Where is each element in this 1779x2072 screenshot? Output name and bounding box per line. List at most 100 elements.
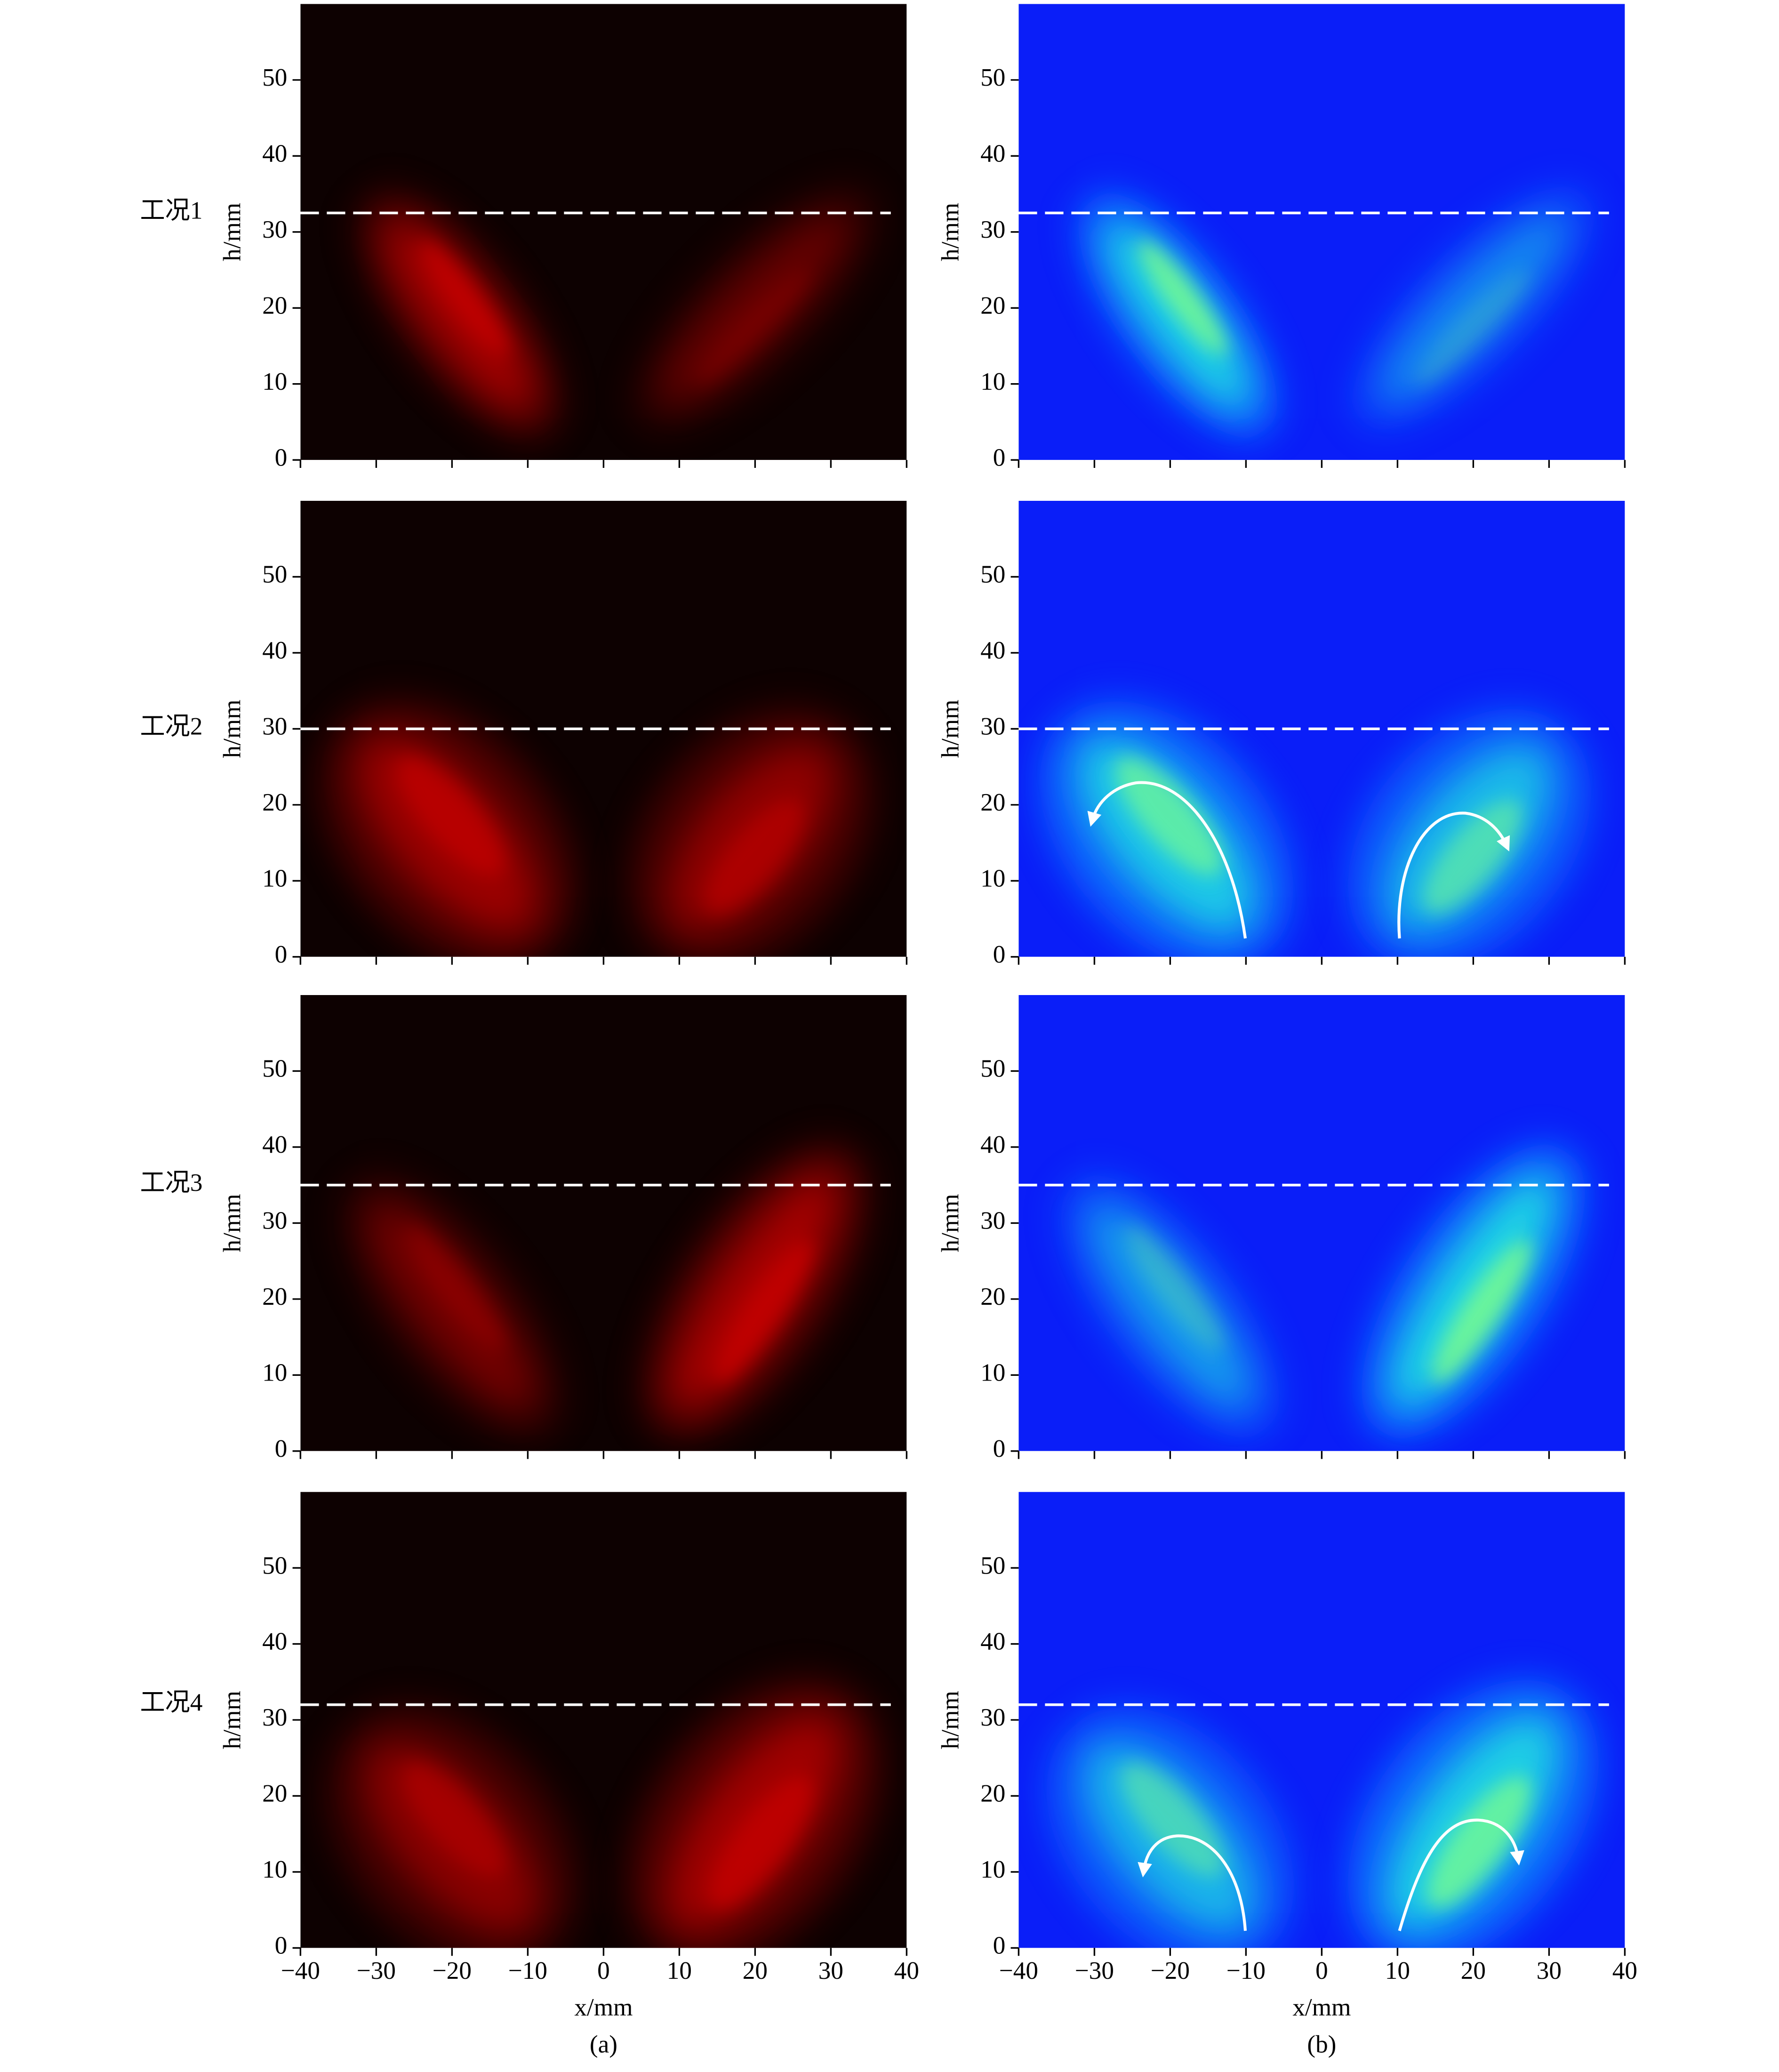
x-tick-label: 20 [1461,1957,1486,1984]
plume-core [420,240,509,356]
y-tick-label: 20 [262,788,287,816]
flow-arrows [1087,781,1524,1931]
plume-core [697,270,813,387]
x-tick-label: 40 [894,1957,919,1984]
row-label: 工况2 [140,713,203,740]
y-tick-label: 10 [262,368,287,395]
plume-core [709,1776,813,1908]
y-tick-label: 50 [980,561,1005,588]
plume-core [713,1239,814,1384]
y-tick-label: 30 [262,216,287,243]
y-tick-label: 50 [262,561,287,588]
x-tick-label: 10 [1385,1957,1410,1984]
plume-core [1126,1225,1225,1350]
plume-core [408,1225,507,1350]
y-tick-label: 0 [275,1932,288,1960]
y-tick-label: 40 [262,140,287,168]
y-tick-label: 0 [993,443,1006,471]
y-axis-label: h/mm [937,203,964,261]
panel: 0 10 20 30 40 50 −40 −30 −20 −10 0 10 20 30 40 h/mm x/mm… [937,1492,1637,2058]
flow-arrow [1397,811,1510,939]
y-tick-label: 20 [980,1780,1005,1807]
plume-core [1427,1776,1531,1908]
y-axis-label: h/mm [218,699,246,758]
y-tick-label: 40 [980,1628,1005,1655]
image-field [300,501,907,957]
x-tick-label: 10 [667,1957,692,1984]
image-field [1018,4,1625,460]
image-field [1018,501,1625,957]
x-tick-label: −20 [1151,1957,1190,1984]
y-tick-label: 30 [262,713,287,740]
y-tick-label: 50 [262,64,287,91]
y-tick-label: 0 [275,1435,288,1462]
y-tick-label: 10 [262,1855,287,1883]
x-tick-label: −10 [508,1957,547,1984]
panel: 0 10 20 30 40 50 h/mm [937,4,1626,471]
x-tick-label: −40 [999,1957,1038,1984]
y-tick-label: 20 [980,291,1005,319]
panel: 0 10 20 30 40 50 h/mm [937,501,1626,968]
y-tick-label: 30 [980,1703,1005,1731]
x-tick-label: −30 [357,1957,396,1984]
x-tick-label: −30 [1075,1957,1114,1984]
flow-arrow [1087,781,1247,939]
y-axis-label: h/mm [937,1194,964,1252]
y-tick-label: 20 [980,788,1005,816]
panel-caption: (a) [590,2031,617,2058]
y-axis-label: h/mm [218,1691,246,1749]
y-tick-label: 30 [980,1207,1005,1235]
y-tick-label: 50 [262,1551,287,1579]
image-field [1018,1492,1625,1948]
panel-caption: (b) [1307,2031,1336,2058]
x-tick-label: 30 [1537,1957,1562,1984]
image-field [1018,995,1625,1451]
panel: 0 10 20 30 40 50 −40 −30 −20 −10 0 10 20 30 40 h/mm 工况4 x… [140,1492,919,2058]
x-tick-label: −40 [281,1957,320,1984]
y-axis-label: h/mm [937,699,964,758]
row-label: 工况4 [140,1688,203,1716]
plume-core [1423,799,1523,914]
y-axis-label: h/mm [218,203,246,261]
plume-core [1415,270,1531,387]
y-tick-label: 40 [262,1628,287,1655]
flow-arrow [1138,1834,1247,1931]
y-tick-label: 10 [980,1855,1005,1883]
plume-core [705,799,804,914]
panel: 0 10 20 30 40 50 h/mm 工况1 [140,4,908,471]
x-tick-label: 0 [1315,1957,1328,1984]
panel: 0 10 20 30 40 50 h/mm 工况2 [140,501,908,968]
y-tick-label: 40 [980,140,1005,168]
y-tick-label: 0 [993,940,1006,968]
y-tick-label: 50 [980,64,1005,91]
y-tick-label: 50 [262,1055,287,1083]
plume-core [1432,1239,1532,1384]
flow-arrow [1398,1818,1524,1931]
y-tick-label: 10 [980,1359,1005,1387]
y-tick-label: 10 [980,865,1005,892]
y-tick-label: 10 [262,1359,287,1387]
y-tick-label: 20 [262,291,287,319]
y-axis-label: h/mm [218,1194,246,1252]
plume-core [1138,240,1227,356]
x-tick-label: 30 [818,1957,843,1984]
y-tick-label: 30 [262,1207,287,1235]
x-axis-label: x/mm [574,1993,633,2021]
y-axis-label: h/mm [937,1691,964,1749]
row-label: 工况3 [140,1169,203,1197]
y-tick-label: 30 [262,1703,287,1731]
y-tick-label: 10 [980,368,1005,395]
panel: 0 10 20 30 40 50 h/mm [937,995,1626,1462]
y-tick-label: 10 [262,865,287,892]
y-tick-label: 30 [980,216,1005,243]
plume-core [397,756,505,876]
x-tick-label: 20 [743,1957,768,1984]
y-tick-label: 0 [275,443,288,471]
y-tick-label: 40 [980,1131,1005,1158]
x-tick-label: −10 [1226,1957,1266,1984]
image-field [300,1492,907,1948]
y-tick-label: 40 [262,636,287,664]
y-tick-label: 20 [262,1283,287,1310]
